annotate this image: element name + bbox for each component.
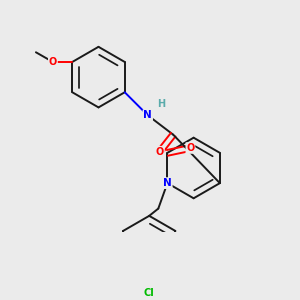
Text: O: O	[156, 147, 164, 157]
Text: O: O	[49, 57, 57, 67]
Text: H: H	[157, 99, 165, 110]
Text: N: N	[163, 178, 172, 188]
Text: O: O	[186, 143, 194, 153]
Text: N: N	[143, 110, 152, 120]
Text: Cl: Cl	[144, 288, 154, 298]
